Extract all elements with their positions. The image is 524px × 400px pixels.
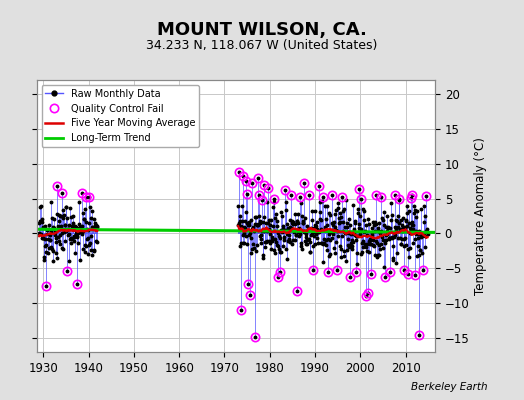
Text: MOUNT WILSON, CA.: MOUNT WILSON, CA.	[157, 21, 367, 39]
Y-axis label: Temperature Anomaly (°C): Temperature Anomaly (°C)	[474, 137, 487, 295]
Text: 34.233 N, 118.067 W (United States): 34.233 N, 118.067 W (United States)	[146, 40, 378, 52]
Legend: Raw Monthly Data, Quality Control Fail, Five Year Moving Average, Long-Term Tren: Raw Monthly Data, Quality Control Fail, …	[41, 85, 199, 147]
Text: Berkeley Earth: Berkeley Earth	[411, 382, 487, 392]
